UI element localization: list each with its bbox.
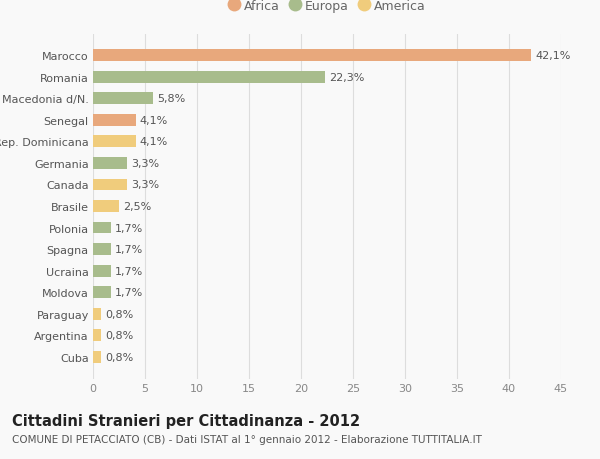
Bar — [93, 330, 101, 341]
Bar — [93, 136, 136, 148]
Text: 1,7%: 1,7% — [115, 266, 143, 276]
Bar — [93, 157, 127, 169]
Text: 3,3%: 3,3% — [131, 158, 160, 168]
Text: 5,8%: 5,8% — [157, 94, 186, 104]
Text: COMUNE DI PETACCIATO (CB) - Dati ISTAT al 1° gennaio 2012 - Elaborazione TUTTITA: COMUNE DI PETACCIATO (CB) - Dati ISTAT a… — [12, 434, 482, 444]
Text: Cittadini Stranieri per Cittadinanza - 2012: Cittadini Stranieri per Cittadinanza - 2… — [12, 413, 360, 428]
Bar — [93, 179, 127, 191]
Bar — [93, 244, 110, 256]
Bar — [93, 115, 136, 126]
Bar — [93, 93, 154, 105]
Text: 1,7%: 1,7% — [115, 245, 143, 255]
Bar — [93, 308, 101, 320]
Text: 22,3%: 22,3% — [329, 73, 364, 83]
Bar — [93, 50, 531, 62]
Legend: Africa, Europa, America: Africa, Europa, America — [225, 0, 429, 17]
Bar — [93, 287, 110, 298]
Text: 3,3%: 3,3% — [131, 180, 160, 190]
Text: 4,1%: 4,1% — [140, 116, 168, 125]
Text: 2,5%: 2,5% — [123, 202, 151, 212]
Text: 4,1%: 4,1% — [140, 137, 168, 147]
Bar — [93, 351, 101, 363]
Bar — [93, 265, 110, 277]
Text: 0,8%: 0,8% — [106, 330, 134, 341]
Text: 1,7%: 1,7% — [115, 288, 143, 297]
Bar — [93, 222, 110, 234]
Text: 42,1%: 42,1% — [535, 51, 571, 61]
Bar — [93, 72, 325, 84]
Text: 0,8%: 0,8% — [106, 352, 134, 362]
Text: 0,8%: 0,8% — [106, 309, 134, 319]
Bar — [93, 201, 119, 213]
Text: 1,7%: 1,7% — [115, 223, 143, 233]
